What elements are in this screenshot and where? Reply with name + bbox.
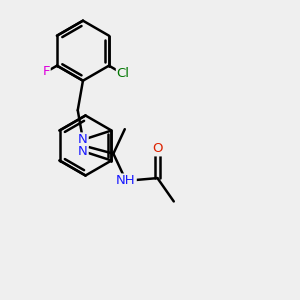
Text: N: N [78, 133, 88, 146]
Text: Cl: Cl [117, 68, 130, 80]
Text: NH: NH [116, 174, 136, 187]
Text: N: N [78, 145, 88, 158]
Text: F: F [42, 65, 50, 79]
Text: O: O [152, 142, 163, 155]
